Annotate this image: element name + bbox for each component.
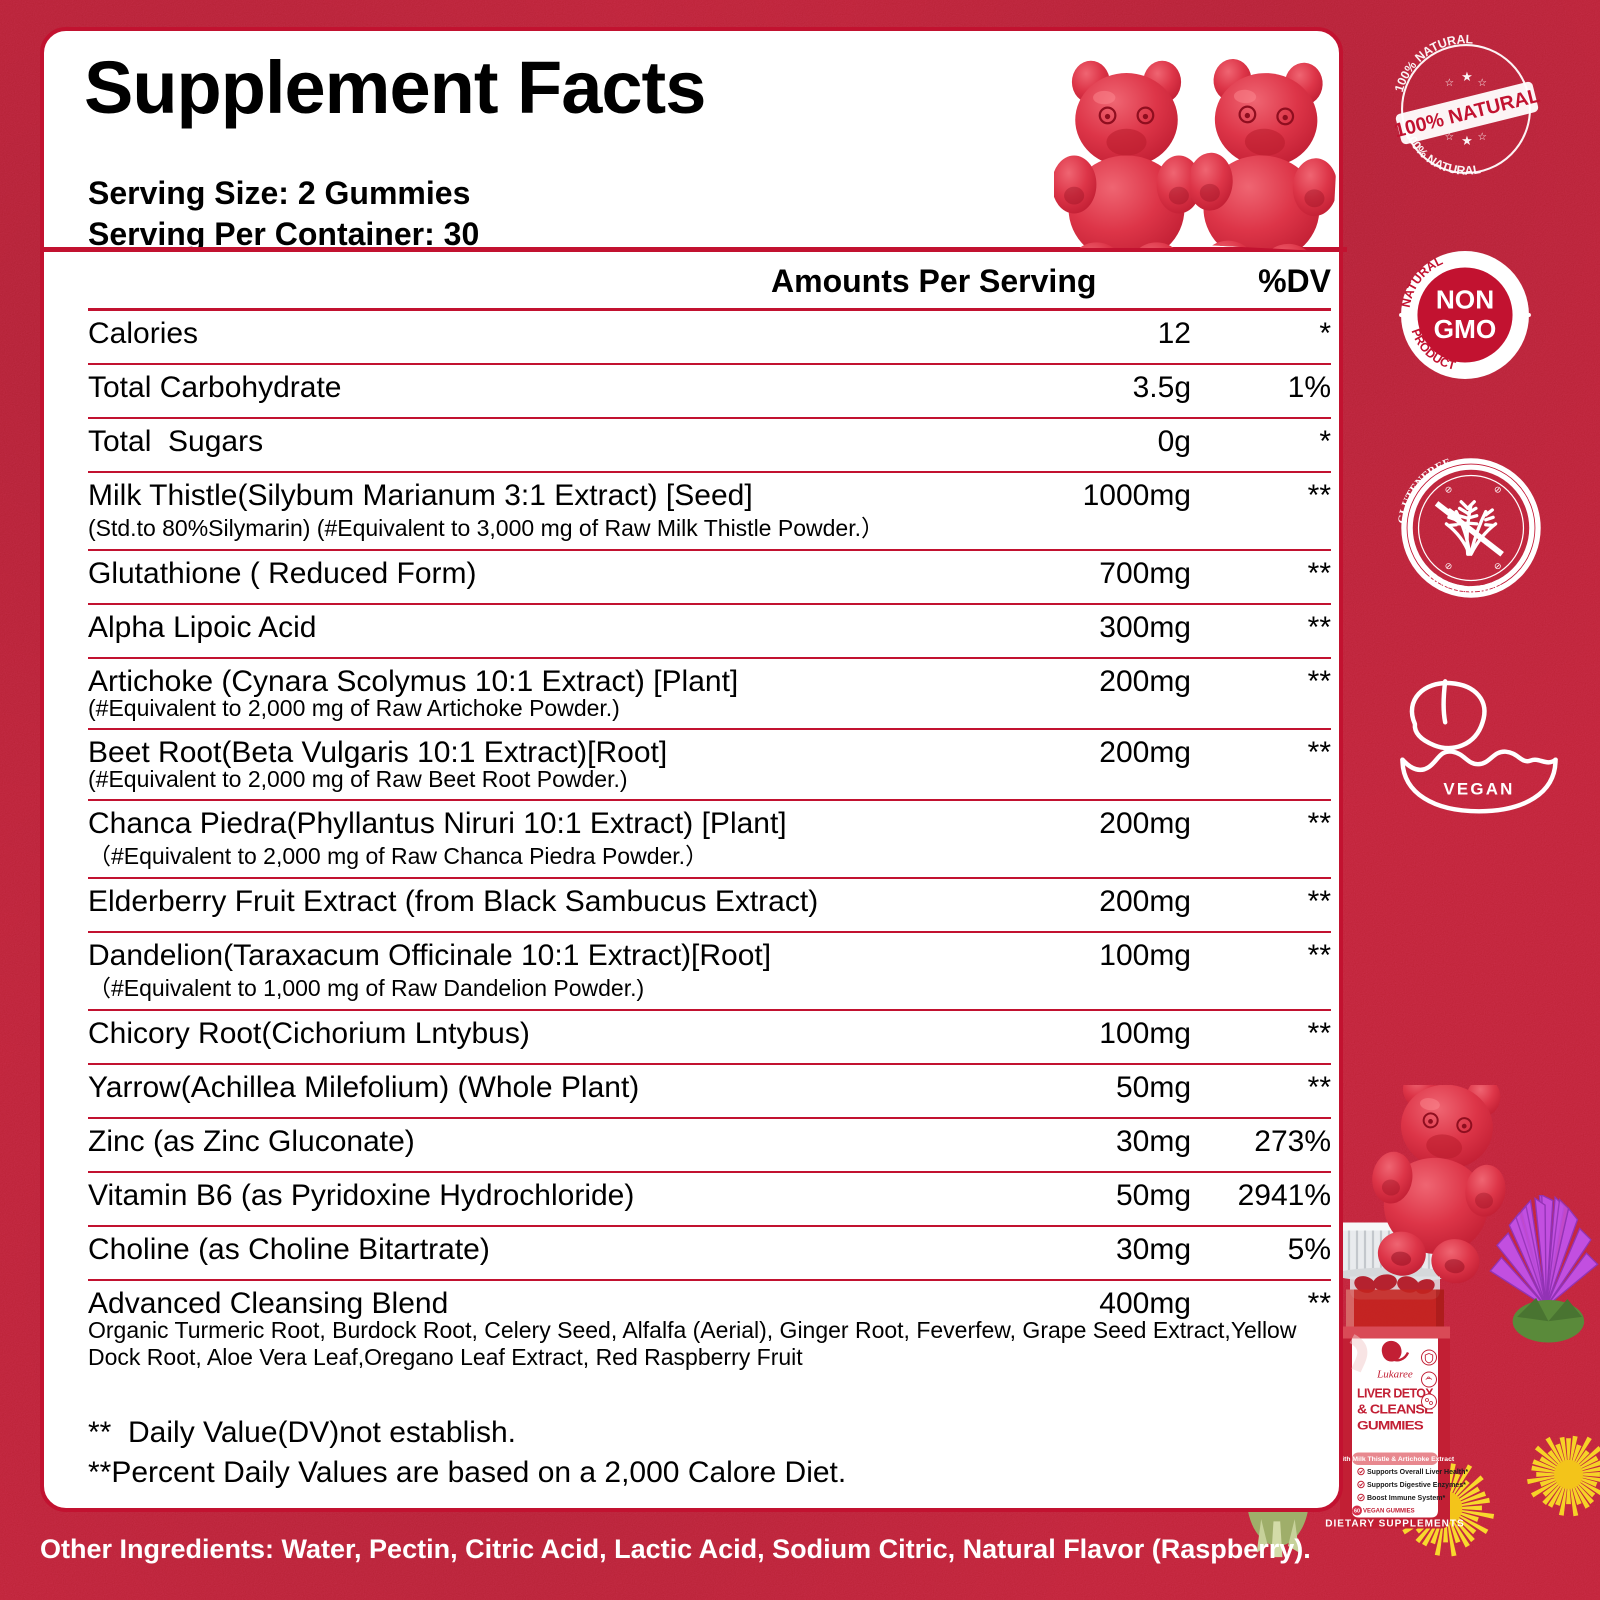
svg-text:⊘: ⊘ bbox=[1445, 485, 1453, 495]
svg-text:VEGAN: VEGAN bbox=[1443, 779, 1514, 798]
svg-text:60: 60 bbox=[1354, 1509, 1360, 1515]
svg-text:★: ★ bbox=[1461, 133, 1473, 148]
svg-text:⊘: ⊘ bbox=[1445, 561, 1453, 571]
svg-text:VEGAN GUMMIES: VEGAN GUMMIES bbox=[1363, 1509, 1415, 1515]
svg-text:☆: ☆ bbox=[1445, 77, 1455, 89]
svg-text:Boost Immune System*: Boost Immune System* bbox=[1367, 1495, 1445, 1502]
svg-text:DIETARY SUPPLEMENTS: DIETARY SUPPLEMENTS bbox=[1325, 1519, 1464, 1530]
svg-text:With Milk Thistle & Artichoke: With Milk Thistle & Artichoke Extract bbox=[1336, 1456, 1455, 1463]
svg-text:NON: NON bbox=[1436, 284, 1494, 314]
svg-text:Lukaree: Lukaree bbox=[1376, 1369, 1413, 1381]
svg-text:Supports Overall Liver Health*: Supports Overall Liver Health* bbox=[1367, 1469, 1468, 1476]
svg-text:GLUTENFREE: GLUTENFREE bbox=[1426, 570, 1503, 597]
svg-text:⊘: ⊘ bbox=[1494, 485, 1502, 495]
svg-text:★: ★ bbox=[1461, 69, 1473, 84]
svg-text:Supports Digestive Enzymes*: Supports Digestive Enzymes* bbox=[1367, 1482, 1466, 1489]
svg-text:☆: ☆ bbox=[1477, 131, 1487, 143]
svg-text:100% NATURAL: 100% NATURAL bbox=[1392, 32, 1474, 93]
svg-text:GMO: GMO bbox=[1434, 314, 1497, 344]
svg-text:☆: ☆ bbox=[1477, 77, 1487, 89]
svg-text:⊘: ⊘ bbox=[1494, 561, 1502, 571]
svg-text:GUMMIES: GUMMIES bbox=[1357, 1421, 1424, 1433]
